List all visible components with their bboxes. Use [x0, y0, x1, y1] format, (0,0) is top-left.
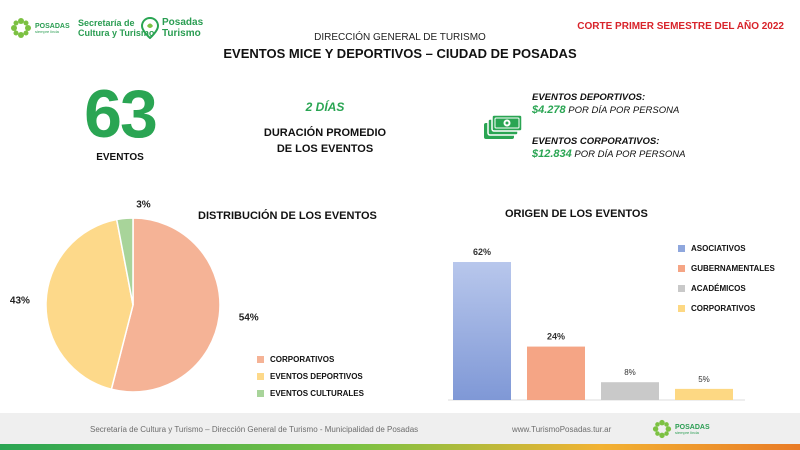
bar-legend-item-gubernamentales: GUBERNAMENTALES — [678, 258, 775, 278]
turismo-pin-icon — [141, 17, 159, 39]
bar-label-academicos: 8% — [624, 368, 636, 377]
bar-legend: ASOCIATIVOS GUBERNAMENTALES ACADÉMICOS C… — [678, 238, 775, 318]
bar-legend-label-gubernamentales: GUBERNAMENTALES — [691, 263, 775, 273]
bar-academicos — [601, 382, 659, 400]
footer-logo-posadas: POSADAS siempre linda — [652, 419, 710, 439]
footer-logo-tagline: siempre linda — [675, 429, 699, 435]
bar-legend-item-corporativos: CORPORATIVOS — [678, 298, 775, 318]
footer-text: Secretaría de Cultura y Turismo – Direcc… — [90, 425, 419, 434]
logo-secretaria-line2: Cultura y Turismo — [78, 28, 155, 38]
logo-turismo: Posadas Turismo — [141, 17, 203, 39]
duration-label-line2: DE LOS EVENTOS — [276, 143, 374, 155]
logo-posadas-name: POSADAS — [35, 22, 70, 30]
pie-chart-title: DISTRIBUCIÓN DE LOS EVENTOS — [198, 210, 377, 222]
footer-flower-icon — [652, 419, 672, 439]
corte-label: CORTE PRIMER SEMESTRE DEL AÑO 2022 — [577, 21, 784, 32]
pie-slice-culturales — [115, 217, 134, 306]
bar-corporativos — [675, 388, 733, 400]
logo-secretaria: Secretaría de Cultura y Turismo — [78, 18, 154, 38]
corporate-cost-block: EVENTOS CORPORATIVOS: $12.834 POR DÍA PO… — [532, 136, 712, 161]
corporate-cost-amount: $12.834 — [532, 148, 572, 160]
posadas-flower-icon — [11, 18, 31, 38]
pie-slice-deportivos — [45, 218, 134, 391]
sports-cost-value: $4.278 POR DÍA POR PERSONA — [532, 104, 712, 117]
bar-legend-label-corporativos: CORPORATIVOS — [691, 303, 756, 313]
footer-url-link[interactable]: www.TurismoPosadas.tur.ar — [512, 425, 612, 434]
bar-legend-label-asociativos: ASOCIATIVOS — [691, 243, 746, 253]
page-subtitle: DIRECCIÓN GENERAL DE TURISMO — [314, 32, 486, 43]
bar-label-gubernamentales: 24% — [547, 332, 565, 342]
sports-cost-suffix: POR DÍA POR PERSONA — [568, 105, 680, 116]
pie-label-deportivos: 43% — [10, 295, 30, 306]
bar-legend-label-academicos: ACADÉMICOS — [691, 283, 746, 293]
total-events-number: 63 — [84, 76, 158, 152]
corporate-cost-value: $12.834 POR DÍA POR PERSONA — [532, 148, 712, 161]
corporate-cost-label: EVENTOS CORPORATIVOS: — [532, 136, 660, 147]
bar-gubernamentales — [527, 346, 585, 400]
pie-label-corporativos: 54% — [239, 313, 259, 324]
pie-slice-corporativos — [110, 217, 221, 393]
bottom-color-stripe — [0, 444, 800, 450]
logo-posadas: POSADAS siempre linda — [10, 17, 70, 39]
sports-cost-label: EVENTOS DEPORTIVOS: — [532, 92, 646, 103]
pie-legend-item-culturales: EVENTOS CULTURALES — [257, 385, 364, 402]
bar-legend-swatch-gubernamentales — [678, 264, 685, 272]
sports-cost-block: EVENTOS DEPORTIVOS: $4.278 POR DÍA POR P… — [532, 92, 712, 117]
pie-legend-item-corporativos: CORPORATIVOS — [257, 351, 364, 368]
pie-legend: CORPORATIVOS EVENTOS DEPORTIVOS EVENTOS … — [257, 351, 364, 402]
pie-legend-label-culturales: EVENTOS CULTURALES — [270, 389, 364, 398]
bar-legend-swatch-academicos — [678, 284, 685, 292]
bar-legend-item-asociativos: ASOCIATIVOS — [678, 238, 775, 258]
bar-label-asociativos: 62% — [473, 247, 491, 257]
bar-legend-swatch-asociativos — [678, 244, 685, 252]
logo-posadas-tagline: siempre linda — [35, 28, 59, 34]
pie-legend-label-corporativos: CORPORATIVOS — [270, 355, 335, 364]
bar-label-corporativos: 5% — [698, 375, 710, 384]
bar-legend-item-academicos: ACADÉMICOS — [678, 278, 775, 298]
total-events-label: EVENTOS — [96, 152, 144, 163]
corporate-cost-suffix: POR DÍA POR PERSONA — [574, 149, 686, 160]
logo-turismo-line2: Turismo — [162, 28, 201, 39]
pie-legend-label-deportivos: EVENTOS DEPORTIVOS — [270, 372, 363, 381]
page-title: EVENTOS MICE Y DEPORTIVOS – CIUDAD DE PO… — [223, 46, 577, 61]
bar-asociativos — [453, 262, 511, 400]
pie-label-culturales: 3% — [136, 200, 151, 211]
logo-secretaria-line1: Secretaría de — [78, 18, 135, 28]
bar-chart-title: ORIGEN DE LOS EVENTOS — [505, 208, 648, 220]
footer-logo-name: POSADAS — [675, 423, 710, 431]
sports-cost-amount: $4.278 — [532, 104, 566, 116]
duration-label-line1: DURACIÓN PROMEDIO — [263, 127, 387, 139]
pie-legend-item-deportivos: EVENTOS DEPORTIVOS — [257, 368, 364, 385]
average-days-value: 2 DÍAS — [305, 100, 345, 114]
logo-turismo-line1: Posadas — [162, 17, 204, 28]
bar-legend-swatch-corporativos — [678, 304, 685, 312]
pie-legend-swatch-culturales — [257, 390, 264, 397]
pie-legend-swatch-deportivos — [257, 373, 264, 380]
pie-legend-swatch-corporativos — [257, 356, 264, 363]
money-bills-icon — [484, 114, 523, 139]
